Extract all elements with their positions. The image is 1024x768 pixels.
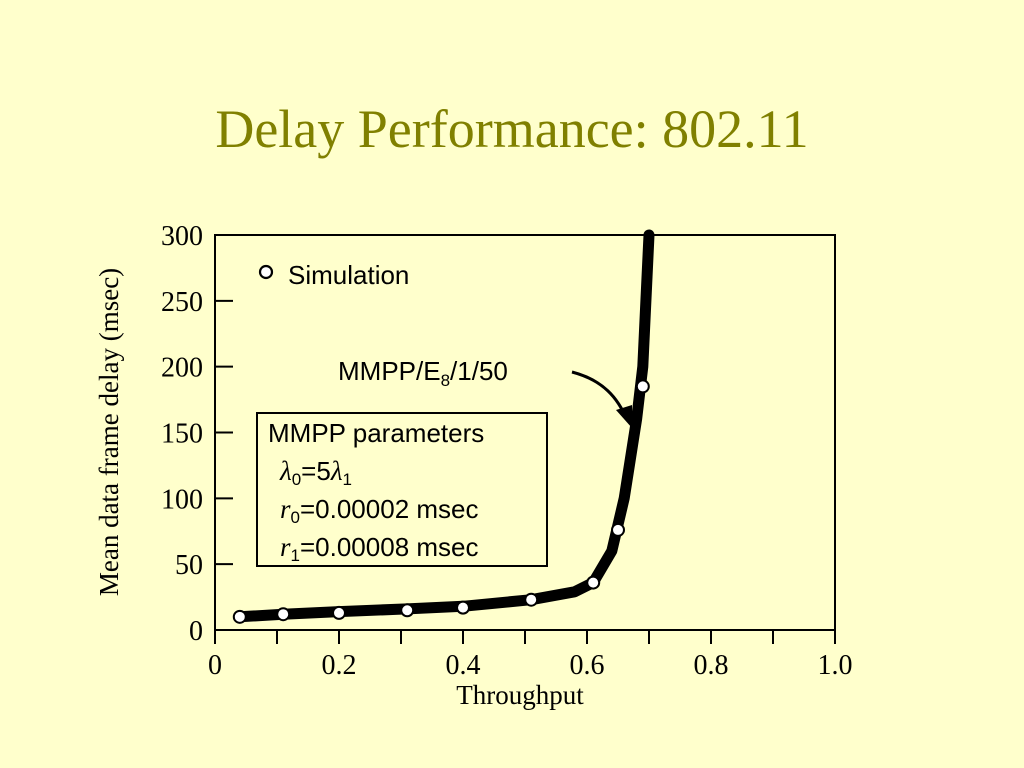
analysis-curve — [234, 229, 655, 623]
legend-marker — [258, 264, 274, 280]
y-tick-label: 250 — [161, 287, 203, 318]
simulation-point — [232, 609, 247, 624]
simulation-point — [524, 592, 539, 607]
y-tick-label: 100 — [161, 484, 203, 515]
x-axis-title: Throughput — [456, 680, 584, 710]
x-tick-label: 0.4 — [446, 650, 481, 681]
y-tick-label: 300 — [161, 221, 203, 252]
axis-ticks: 0 0.2 0.4 0.6 0.8 1.0 0 50 100 150 200 250 300 — [161, 221, 853, 681]
parameters-box — [256, 412, 548, 567]
y-tick-label: 50 — [175, 550, 203, 581]
r1-value: r1=0.00008 msec — [280, 532, 479, 565]
x-tick-label: 0.6 — [570, 650, 605, 681]
x-tick-label: 1.0 — [818, 650, 853, 681]
slide-title: Delay Performance: 802.11 — [215, 99, 809, 159]
series-layer — [232, 229, 655, 624]
y-axis-title: Mean data frame delay (msec) — [94, 268, 124, 596]
x-tick-label: 0.8 — [694, 650, 729, 681]
x-tick-label: 0 — [208, 650, 222, 681]
simulation-point — [456, 600, 470, 615]
model-label: MMPP/E8/1/50 — [338, 356, 508, 390]
lambda-relation: λ0=5λ1 — [279, 456, 352, 489]
simulation-point — [400, 603, 415, 618]
arrow-head — [616, 405, 632, 428]
simulation-point — [635, 379, 650, 394]
simulation-point — [611, 522, 625, 537]
y-tick-label: 150 — [161, 419, 203, 450]
y-tick-label: 0 — [189, 616, 203, 647]
simulation-point — [332, 605, 346, 620]
y-tick-label: 200 — [161, 353, 203, 384]
simulation-point — [586, 575, 601, 590]
parameters-title: MMPP parameters — [268, 418, 484, 448]
legend-label: Simulation — [288, 260, 409, 290]
simulation-point — [276, 607, 291, 622]
r0-value: r0=0.00002 msec — [280, 494, 479, 527]
x-tick-label: 0.2 — [322, 650, 357, 681]
